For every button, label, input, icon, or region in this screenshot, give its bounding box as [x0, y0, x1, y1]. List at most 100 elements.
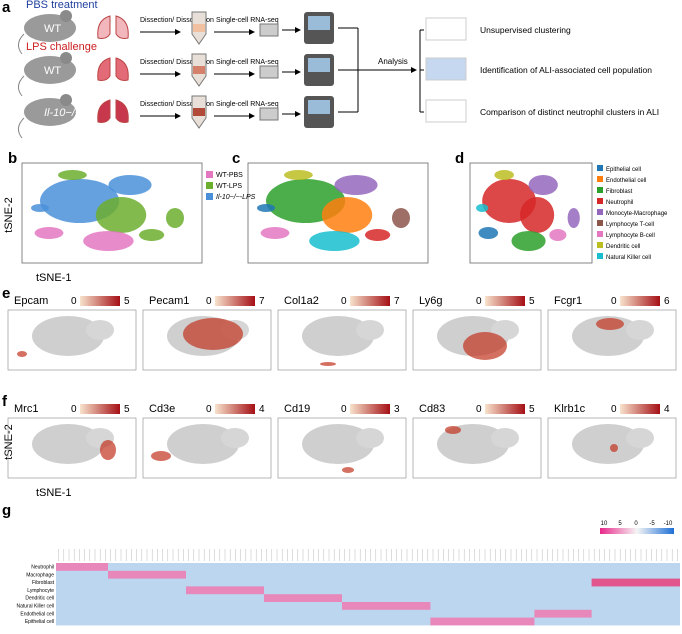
cells	[302, 424, 374, 464]
cluster	[166, 208, 184, 228]
chip	[259, 23, 279, 37]
color-scale	[620, 296, 660, 306]
cluster	[108, 175, 152, 195]
mouse-ear	[60, 10, 72, 22]
cluster	[34, 227, 64, 239]
plot-frame	[7, 309, 137, 371]
scale-min: 0	[71, 296, 77, 307]
color-scale	[350, 296, 390, 306]
row-label: Neutrophil	[31, 565, 54, 571]
sequencer-screen	[308, 100, 330, 114]
cluster	[31, 204, 49, 212]
scale-min: 0	[341, 404, 347, 415]
color-scale	[485, 404, 525, 414]
row-label: Macrophage	[26, 572, 54, 578]
cluster	[257, 204, 275, 212]
plot-frame	[277, 309, 407, 371]
cluster	[83, 231, 134, 251]
mouse-label: WT	[44, 65, 61, 77]
scale-label: 10	[601, 521, 608, 527]
color-scale	[215, 404, 255, 414]
cells	[572, 316, 644, 356]
step-label: Single-cell RNA-seq	[216, 59, 279, 66]
color-scale	[80, 296, 120, 306]
scale-max: 7	[394, 296, 400, 307]
sequencer-screen	[308, 58, 330, 72]
output-label: Unsupervised clustering	[480, 25, 571, 35]
panel-label: b	[8, 150, 17, 167]
color-scale	[350, 404, 390, 414]
legend-swatch	[597, 242, 603, 248]
cells	[356, 428, 384, 448]
panel-label: g	[2, 502, 11, 519]
expression	[463, 332, 507, 360]
scale-min: 0	[611, 296, 617, 307]
cells	[626, 428, 654, 448]
scale-max: 3	[394, 404, 400, 415]
cells	[437, 424, 509, 464]
expression	[151, 451, 171, 461]
panel-label: d	[455, 150, 464, 167]
color-scale	[600, 528, 674, 534]
mouse-ear	[60, 94, 72, 106]
scale-min: 0	[611, 404, 617, 415]
scale-label: 5	[618, 521, 622, 527]
row-label: Endothelial cell	[20, 611, 54, 617]
scale-max: 4	[664, 404, 670, 415]
cluster	[511, 231, 546, 251]
step-label: Dissection/ Dissociation	[140, 59, 214, 66]
scale-min: 0	[341, 296, 347, 307]
tube-cells	[193, 108, 205, 116]
scale-max: 7	[259, 296, 265, 307]
condition-title: PBS treatment	[26, 0, 98, 11]
expression	[320, 362, 336, 366]
scale-max: 4	[259, 404, 265, 415]
panel-label: f	[2, 393, 8, 410]
plot-frame	[469, 162, 593, 264]
cluster	[365, 229, 391, 241]
color-scale	[215, 296, 255, 306]
cluster	[321, 197, 373, 233]
heatmap-block	[56, 563, 108, 571]
legend-swatch	[206, 182, 213, 189]
gene-name: Cd3e	[149, 403, 175, 415]
legend-swatch	[597, 198, 603, 204]
output-label: Comparison of distinct neutrophil cluste…	[480, 107, 659, 117]
heatmap-block	[430, 617, 535, 626]
axis-label: tSNE-1	[36, 487, 71, 499]
cluster	[392, 208, 410, 228]
cluster	[284, 170, 313, 180]
step-label: Single-cell RNA-seq	[216, 101, 279, 108]
cells	[32, 316, 104, 356]
gene-name: Col1a2	[284, 295, 319, 307]
legend-label: Lymphocyte B-cell	[606, 233, 655, 239]
scale-min: 0	[206, 296, 212, 307]
plot-frame	[412, 309, 542, 371]
row-label: Epithelial cell	[25, 619, 54, 625]
cluster	[334, 175, 378, 195]
scale-max: 5	[124, 404, 130, 415]
row-label: Natural Killer cell	[16, 604, 54, 610]
expression	[445, 426, 461, 434]
legend-swatch	[597, 176, 603, 182]
sequencer-screen	[308, 16, 330, 30]
panel-label: e	[2, 285, 10, 302]
expression	[100, 440, 116, 460]
expression	[342, 467, 354, 473]
legend-swatch	[597, 165, 603, 171]
scale-max: 5	[124, 296, 130, 307]
scale-label: -5	[649, 521, 655, 527]
mouse-label: Il-10−/−	[44, 107, 82, 119]
scale-min: 0	[476, 404, 482, 415]
heatmap-block	[108, 570, 186, 579]
legend-label: Dendritic cell	[606, 244, 640, 250]
cluster	[309, 231, 360, 251]
plot-frame	[547, 417, 677, 479]
cluster	[95, 197, 147, 233]
axis-label: tSNE-2	[3, 424, 15, 459]
legend-swatch	[206, 171, 213, 178]
cells	[491, 428, 519, 448]
cluster	[476, 204, 489, 212]
scale-label: -10	[664, 521, 673, 527]
plot-frame	[142, 309, 272, 371]
